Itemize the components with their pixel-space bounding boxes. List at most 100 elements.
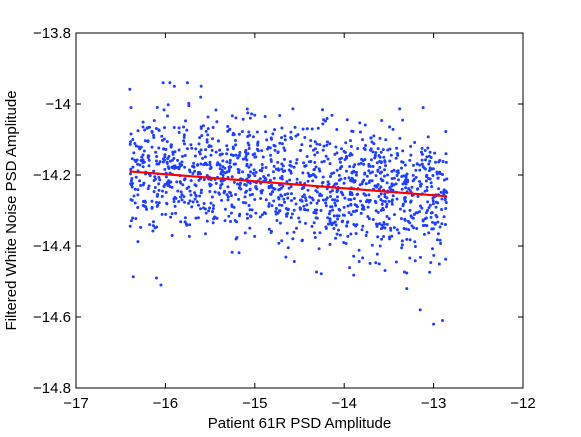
- data-point: [303, 135, 307, 139]
- data-point: [367, 193, 371, 197]
- data-point: [289, 184, 293, 188]
- data-point: [427, 231, 431, 235]
- data-point: [444, 201, 448, 205]
- data-point: [196, 163, 200, 167]
- data-point: [186, 201, 190, 205]
- data-point: [205, 138, 209, 142]
- data-point: [416, 194, 420, 198]
- data-point: [376, 183, 380, 187]
- x-tick-label: −14: [331, 395, 356, 412]
- data-point: [153, 175, 157, 179]
- data-point: [431, 174, 435, 178]
- data-point: [172, 126, 176, 129]
- data-point: [395, 197, 399, 201]
- data-point: [301, 171, 305, 175]
- data-point: [445, 177, 449, 181]
- data-point: [374, 222, 378, 226]
- data-point: [128, 224, 132, 228]
- data-point: [236, 156, 240, 160]
- data-point: [401, 182, 405, 186]
- data-point: [213, 190, 217, 194]
- data-point: [395, 170, 399, 174]
- data-point: [386, 148, 390, 152]
- data-point: [144, 205, 148, 209]
- data-point: [256, 140, 260, 144]
- data-point: [218, 148, 222, 152]
- data-point: [328, 219, 332, 223]
- data-point: [230, 175, 234, 179]
- data-point: [297, 216, 301, 220]
- data-point: [328, 190, 332, 194]
- data-point: [326, 216, 330, 220]
- data-point: [201, 156, 205, 160]
- data-point: [159, 283, 163, 287]
- data-point: [157, 146, 161, 150]
- data-point: [147, 158, 151, 162]
- data-point: [311, 172, 315, 176]
- data-point: [356, 192, 360, 196]
- data-point: [248, 181, 252, 185]
- data-point: [229, 165, 233, 169]
- data-point: [182, 142, 186, 146]
- data-point: [283, 200, 287, 204]
- data-point: [322, 159, 326, 163]
- data-point: [378, 136, 382, 140]
- data-point: [439, 190, 443, 194]
- data-point: [253, 234, 257, 238]
- data-point: [390, 184, 394, 188]
- data-point: [443, 223, 447, 227]
- data-point: [315, 270, 319, 274]
- data-point: [338, 157, 342, 161]
- data-point: [215, 216, 219, 220]
- data-point: [145, 207, 149, 211]
- data-point: [318, 231, 322, 235]
- data-point: [377, 194, 381, 198]
- data-point: [390, 182, 394, 186]
- data-point: [194, 216, 198, 220]
- data-point: [129, 132, 133, 136]
- data-point: [408, 208, 412, 212]
- data-point: [413, 240, 417, 244]
- data-point: [305, 203, 309, 207]
- data-point: [183, 165, 187, 169]
- data-point: [179, 220, 183, 224]
- data-point: [442, 178, 446, 182]
- data-point: [444, 129, 448, 133]
- data-point: [423, 167, 427, 171]
- data-point: [342, 181, 346, 185]
- data-point: [253, 155, 257, 159]
- data-point: [325, 143, 329, 147]
- data-point: [274, 207, 278, 211]
- data-point: [237, 132, 241, 136]
- data-point: [410, 194, 414, 198]
- data-point: [352, 169, 356, 173]
- data-point: [139, 184, 143, 188]
- data-point: [248, 214, 252, 218]
- data-point: [348, 154, 352, 158]
- data-point: [381, 225, 385, 229]
- data-point: [431, 227, 435, 231]
- data-point: [248, 226, 252, 230]
- data-point: [141, 125, 145, 129]
- data-point: [314, 189, 318, 193]
- data-point: [300, 199, 304, 203]
- data-point: [331, 198, 335, 202]
- data-point: [314, 175, 318, 179]
- data-point: [168, 159, 172, 163]
- data-point: [166, 103, 170, 107]
- data-point: [430, 185, 434, 189]
- data-point: [228, 158, 232, 162]
- data-point: [243, 195, 247, 199]
- data-point: [280, 174, 284, 178]
- data-point: [440, 197, 444, 201]
- data-point: [278, 203, 282, 207]
- data-point: [432, 253, 436, 257]
- data-point: [246, 173, 250, 177]
- data-point: [425, 155, 429, 159]
- data-point: [388, 237, 392, 241]
- data-point: [228, 161, 232, 165]
- data-point: [172, 164, 176, 168]
- data-point: [413, 244, 417, 248]
- data-point: [382, 234, 386, 238]
- data-point: [292, 208, 296, 212]
